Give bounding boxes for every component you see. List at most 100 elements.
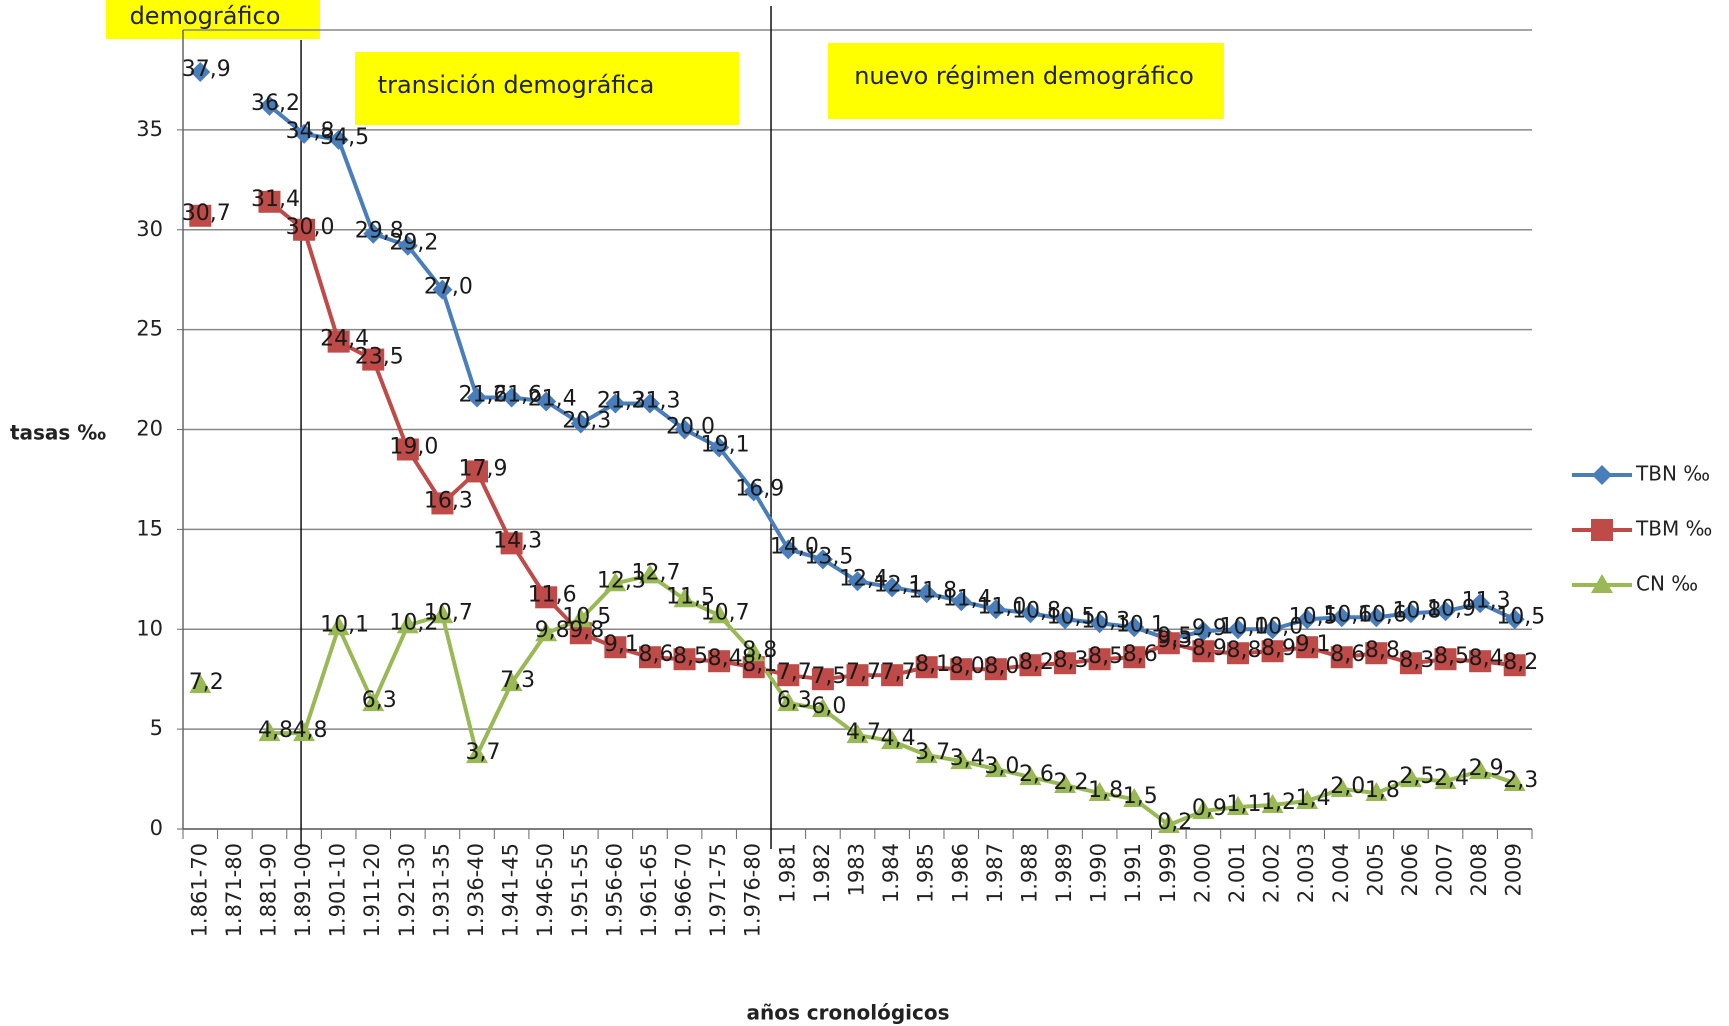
y-axis-label: tasas ‰	[10, 421, 106, 445]
marker	[777, 692, 800, 712]
data-label: 9,1	[604, 632, 639, 657]
marker	[1330, 646, 1353, 669]
data-label: 10,7	[701, 600, 750, 625]
data-label: 11,4	[943, 586, 992, 611]
marker	[1124, 617, 1145, 638]
marker	[1331, 607, 1352, 628]
x-tick-label: 1.881-90	[256, 843, 280, 937]
marker	[638, 646, 661, 669]
marker	[881, 664, 904, 687]
data-label: 8,4	[708, 646, 743, 671]
annotation: nuevo régimen demográfico	[854, 62, 1194, 90]
data-label: 8,6	[638, 642, 673, 667]
data-label: 19,0	[389, 434, 438, 459]
data-label: 11,6	[528, 582, 577, 607]
data-label: 10,2	[389, 610, 438, 635]
marker	[466, 744, 489, 764]
marker	[984, 658, 1007, 681]
legend-label: CN ‰	[1636, 572, 1698, 596]
marker	[1399, 652, 1422, 675]
data-label: 11,0	[977, 594, 1026, 619]
marker	[1470, 593, 1491, 614]
marker	[500, 532, 523, 555]
marker	[881, 730, 904, 750]
x-tick-label: 1.981	[775, 843, 799, 903]
marker	[189, 674, 212, 694]
marker	[1297, 609, 1318, 630]
marker	[1399, 768, 1422, 788]
data-label: 7,2	[189, 670, 224, 695]
marker	[1365, 642, 1388, 665]
marker	[1192, 640, 1215, 663]
data-label: 0,2	[1157, 810, 1192, 835]
marker	[258, 722, 281, 742]
data-label: 24,4	[320, 327, 369, 352]
data-label: 12,3	[597, 568, 646, 593]
marker	[363, 223, 384, 244]
data-label: 8,5	[1088, 644, 1123, 669]
marker	[1019, 654, 1042, 677]
marker	[915, 744, 938, 764]
x-tick-label: 2005	[1363, 843, 1387, 896]
marker	[396, 614, 419, 634]
marker	[431, 492, 454, 515]
marker	[500, 672, 523, 692]
x-tick-label: 1.941-45	[499, 843, 523, 937]
data-label: 12,1	[874, 572, 923, 597]
data-label: 7,7	[777, 660, 812, 685]
legend-label: TBN ‰	[1635, 462, 1710, 486]
marker	[1123, 646, 1146, 669]
x-tick-label: 1.931-35	[429, 843, 453, 937]
x-tick-label: 2009	[1502, 843, 1526, 896]
data-label: 8,3	[1399, 648, 1434, 673]
x-tick-label: 1.990	[1087, 843, 1111, 903]
marker	[293, 218, 316, 241]
marker	[362, 692, 385, 712]
marker	[1261, 640, 1284, 663]
y-tick-label: 35	[136, 117, 163, 141]
data-label: 4,4	[881, 726, 916, 751]
data-label: 14,0	[770, 534, 819, 559]
marker	[1123, 788, 1146, 808]
marker	[605, 393, 626, 414]
marker	[1261, 794, 1284, 814]
data-label: 36,2	[251, 91, 300, 116]
data-label: 11,8	[908, 578, 957, 603]
marker	[362, 348, 385, 371]
marker	[1088, 782, 1111, 802]
x-tick-label: 1.987	[983, 843, 1007, 903]
data-label: 21,3	[597, 389, 646, 414]
data-label: 6,0	[811, 694, 846, 719]
marker	[778, 539, 799, 560]
marker	[1226, 642, 1249, 665]
x-tick-label: 1.966-70	[672, 843, 696, 937]
x-tick-label: 1.961-65	[637, 843, 661, 937]
x-tick-label: 1.986	[948, 843, 972, 903]
data-label: 9,8	[535, 618, 570, 643]
marker	[1226, 796, 1249, 816]
annotation: transición demográfica	[378, 71, 655, 99]
data-label: 29,8	[355, 219, 404, 244]
data-label: 20,3	[562, 409, 611, 434]
marker	[467, 387, 488, 408]
x-tick-label: 1.989	[1052, 843, 1076, 903]
data-label: 34,8	[286, 119, 335, 144]
data-label: 10,0	[1219, 614, 1268, 639]
data-label: 8,1	[742, 652, 777, 677]
x-tick-label: 2.004	[1329, 843, 1353, 903]
marker	[639, 393, 660, 414]
marker	[569, 608, 592, 628]
marker	[1157, 632, 1180, 655]
marker	[1400, 603, 1421, 624]
marker	[466, 460, 489, 483]
data-label: 10,6	[1358, 602, 1407, 627]
data-label: 4,7	[846, 720, 881, 745]
data-label: 23,5	[355, 345, 404, 370]
marker	[294, 123, 315, 144]
marker	[984, 758, 1007, 778]
x-tick-label: 1.971-75	[706, 843, 730, 937]
marker	[536, 391, 557, 412]
data-label: 1,8	[1365, 778, 1400, 803]
data-label: 1,8	[1088, 778, 1123, 803]
data-label: 8,6	[1330, 642, 1365, 667]
